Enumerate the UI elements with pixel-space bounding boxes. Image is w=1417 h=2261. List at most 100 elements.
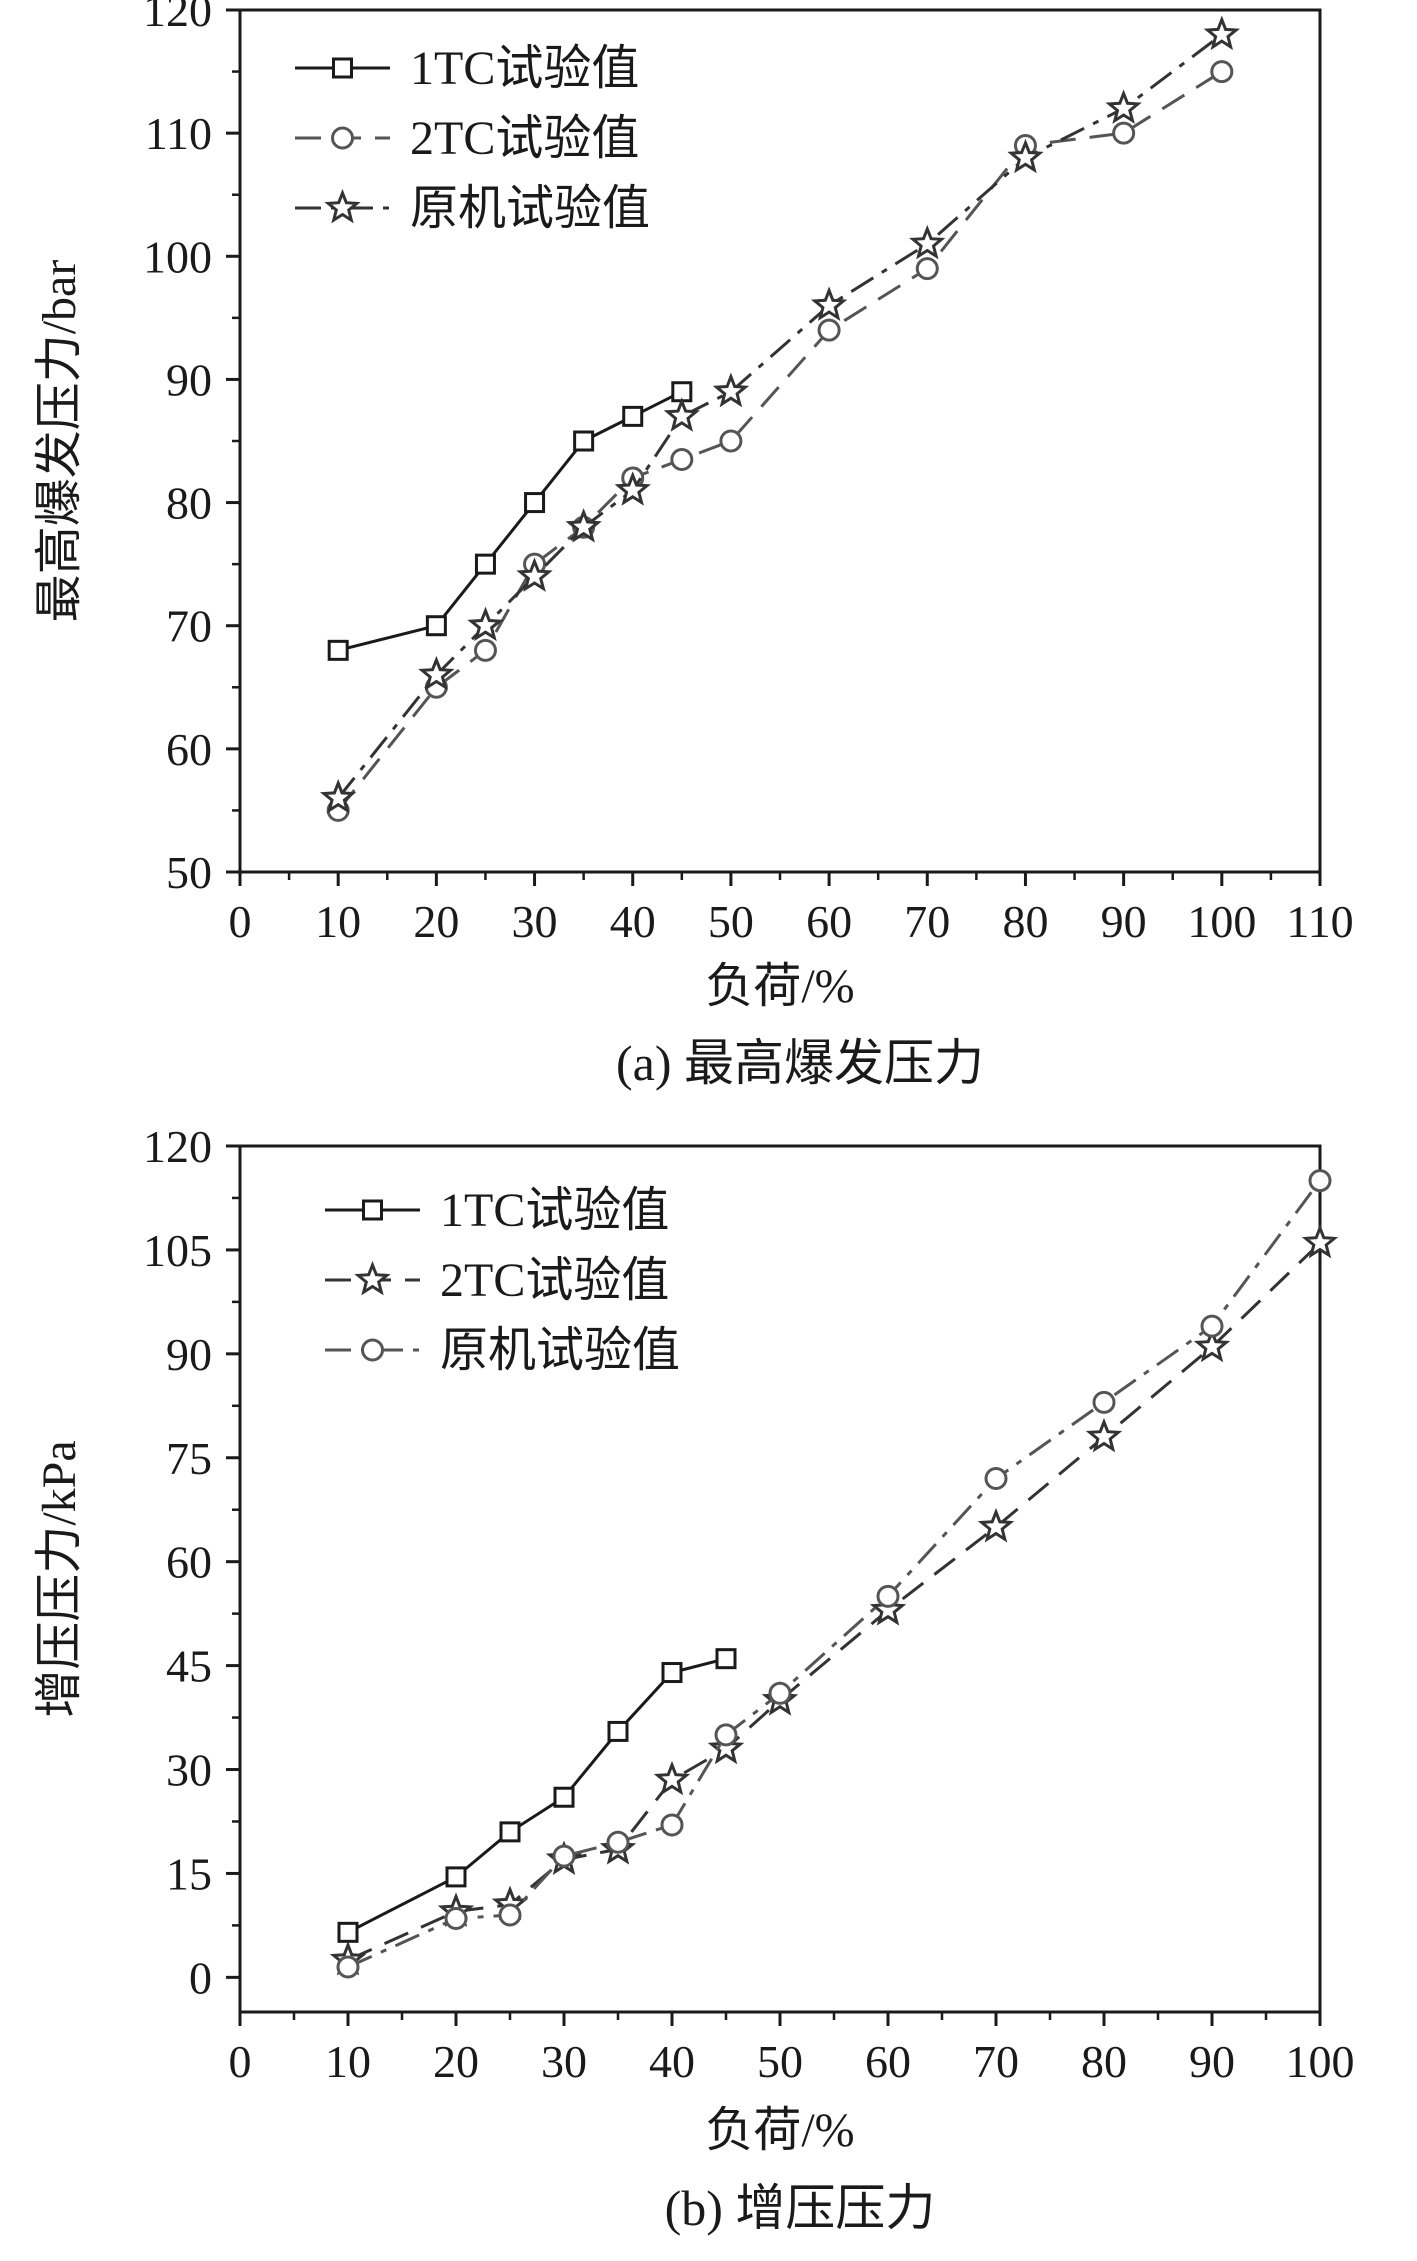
data-point xyxy=(607,1720,629,1742)
x-tick-label: 50 xyxy=(708,896,754,947)
data-point xyxy=(1112,121,1136,145)
y-tick-label: 60 xyxy=(166,724,212,775)
data-point xyxy=(663,397,701,432)
data-point xyxy=(707,1729,745,1765)
data-point xyxy=(661,1662,683,1684)
legend-marker xyxy=(324,188,361,224)
data-point xyxy=(977,1507,1015,1543)
y-tick-label: 90 xyxy=(166,1329,212,1380)
x-tick-label: 110 xyxy=(1286,896,1353,947)
data-point xyxy=(614,471,651,506)
data-point xyxy=(719,429,743,453)
legend-label: 1TC试验值 xyxy=(440,1184,669,1237)
data-point xyxy=(660,1813,684,1837)
data-point xyxy=(573,430,595,452)
y-tick-label: 60 xyxy=(166,1537,212,1588)
data-point xyxy=(418,655,455,691)
data-point xyxy=(1301,1223,1339,1259)
data-point xyxy=(876,1584,900,1608)
data-point xyxy=(712,372,750,408)
data-point xyxy=(498,1903,522,1927)
data-point xyxy=(715,1648,737,1670)
data-point xyxy=(336,1955,360,1979)
series-3 xyxy=(336,1169,1332,1979)
series-line xyxy=(337,390,683,652)
plot-frame xyxy=(238,8,1322,874)
legend-label: 2TC试验值 xyxy=(440,1254,669,1307)
x-tick-label: 60 xyxy=(806,896,852,947)
chart-caption: (a) 最高爆发压力 xyxy=(616,1035,984,1091)
x-axis-title: 负荷/% xyxy=(705,960,854,1013)
data-point xyxy=(622,405,644,427)
x-tick-label: 90 xyxy=(1101,896,1147,947)
data-point xyxy=(670,447,694,471)
data-point xyxy=(869,1591,907,1626)
y-tick-label: 120 xyxy=(143,0,212,36)
y-tick-label: 70 xyxy=(166,601,212,652)
data-point xyxy=(425,615,447,637)
data-point xyxy=(1203,15,1241,51)
data-point xyxy=(1193,1327,1231,1363)
legend-label: 2TC试验值 xyxy=(410,112,639,165)
x-tick-label: 100 xyxy=(1286,2036,1355,2087)
data-point xyxy=(337,1921,359,1943)
y-tick-label: 50 xyxy=(166,847,212,898)
data-point xyxy=(653,1760,691,1796)
data-point xyxy=(553,1786,575,1808)
plot-frame xyxy=(238,1144,1322,2014)
y-axis-title: 最高爆发压力/bar xyxy=(33,260,86,623)
data-point xyxy=(810,286,848,322)
x-tick-label: 10 xyxy=(325,2036,371,2087)
x-tick-label: 40 xyxy=(649,2036,695,2087)
y-tick-label: 105 xyxy=(143,1225,212,1276)
x-tick-label: 20 xyxy=(413,896,459,947)
data-point xyxy=(552,1844,576,1868)
x-axis-title: 负荷/% xyxy=(705,2104,854,2157)
y-tick-label: 100 xyxy=(143,231,212,282)
x-tick-label: 0 xyxy=(229,2036,252,2087)
legend-label: 原机试验值 xyxy=(440,1324,680,1377)
data-point xyxy=(327,639,349,661)
y-tick-label: 0 xyxy=(189,1952,212,2003)
x-tick-label: 50 xyxy=(757,2036,803,2087)
y-tick-label: 90 xyxy=(166,354,212,405)
chart-caption: (b) 增压压力 xyxy=(665,2180,936,2236)
x-tick-label: 100 xyxy=(1187,896,1256,947)
y-tick-label: 80 xyxy=(166,478,212,529)
data-point xyxy=(474,553,496,575)
data-point xyxy=(909,224,946,260)
data-point xyxy=(606,1830,630,1854)
y-tick-label: 120 xyxy=(143,1121,212,1172)
data-point xyxy=(915,257,939,281)
data-point xyxy=(444,1906,468,1930)
data-point xyxy=(467,606,504,642)
x-tick-label: 40 xyxy=(610,896,656,947)
data-point xyxy=(1092,1390,1116,1414)
x-tick-label: 60 xyxy=(865,2036,911,2087)
series-3 xyxy=(319,15,1241,814)
data-point xyxy=(473,638,497,662)
legend-marker xyxy=(354,1260,391,1296)
y-tick-label: 110 xyxy=(145,108,212,159)
x-tick-label: 80 xyxy=(1002,896,1048,947)
data-point xyxy=(524,492,546,514)
x-tick-label: 30 xyxy=(541,2036,587,2087)
data-point xyxy=(1085,1417,1123,1453)
y-tick-label: 30 xyxy=(166,1745,212,1796)
data-point xyxy=(499,1821,521,1843)
data-point xyxy=(565,508,602,543)
data-point xyxy=(319,778,357,814)
x-tick-label: 70 xyxy=(904,896,950,947)
legend-marker xyxy=(331,126,354,150)
data-point xyxy=(1308,1169,1332,1193)
data-point xyxy=(984,1467,1008,1491)
chart-b: 0 10 20 30 40 50 60 70 80 90 100 0 15 30 45 60 75 90 105 12… xyxy=(33,1121,1355,2236)
legend-label: 1TC试验值 xyxy=(410,42,639,95)
x-tick-label: 0 xyxy=(229,896,252,947)
series-line xyxy=(347,1657,727,1934)
x-tick-label: 90 xyxy=(1189,2036,1235,2087)
legend-marker xyxy=(362,1199,383,1221)
